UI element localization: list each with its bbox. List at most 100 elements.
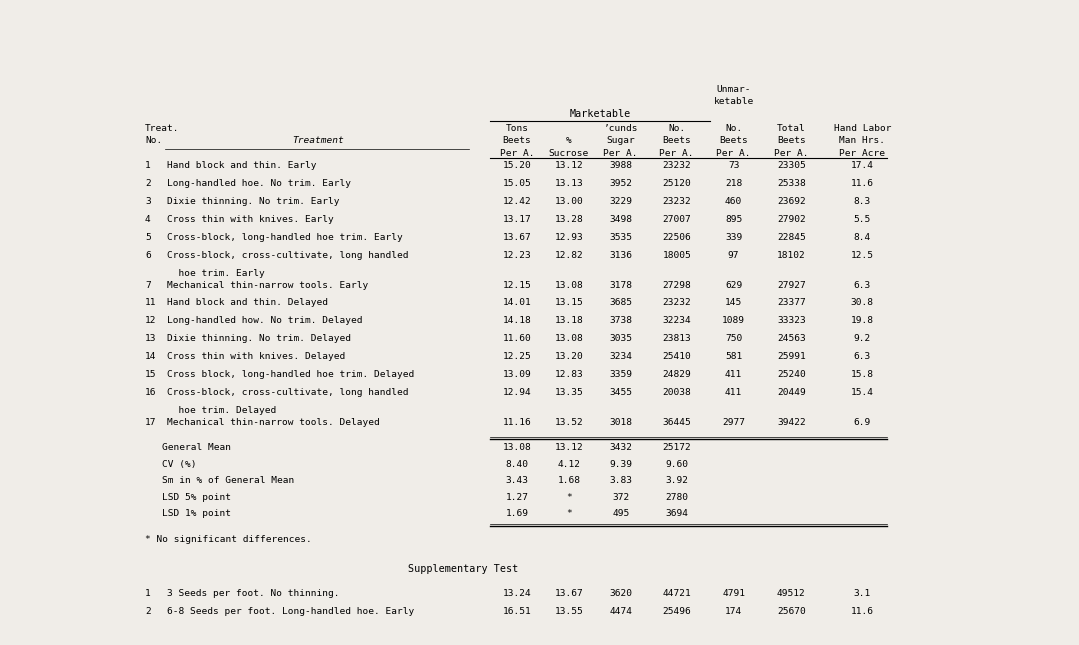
Text: 4.12: 4.12	[558, 460, 581, 469]
Text: Dixie thinning. No trim. Delayed: Dixie thinning. No trim. Delayed	[166, 334, 351, 343]
Text: 8.4: 8.4	[853, 233, 871, 242]
Text: 25172: 25172	[663, 443, 692, 452]
Text: 13.67: 13.67	[555, 589, 584, 598]
Text: 3455: 3455	[610, 388, 632, 397]
Text: 8.3: 8.3	[853, 197, 871, 206]
Text: 13.08: 13.08	[503, 443, 531, 452]
Text: 13.18: 13.18	[555, 316, 584, 325]
Text: 895: 895	[725, 215, 742, 224]
Text: Treat.: Treat.	[145, 124, 179, 133]
Text: Man Hrs.: Man Hrs.	[839, 136, 886, 145]
Text: 5.5: 5.5	[853, 215, 871, 224]
Text: LSD 5% point: LSD 5% point	[163, 493, 232, 502]
Text: 3 Seeds per foot. No thinning.: 3 Seeds per foot. No thinning.	[166, 589, 339, 598]
Text: Long-handled hoe. No trim. Early: Long-handled hoe. No trim. Early	[166, 179, 351, 188]
Text: 13.52: 13.52	[555, 417, 584, 426]
Text: 3535: 3535	[610, 233, 632, 242]
Text: 12.94: 12.94	[503, 388, 531, 397]
Text: 6.3: 6.3	[853, 352, 871, 361]
Text: 12.23: 12.23	[503, 251, 531, 260]
Text: 372: 372	[612, 493, 629, 502]
Text: 3432: 3432	[610, 443, 632, 452]
Text: Beets: Beets	[720, 136, 748, 145]
Text: 18102: 18102	[777, 251, 806, 260]
Text: 23377: 23377	[777, 299, 806, 308]
Text: 19.8: 19.8	[851, 316, 874, 325]
Text: 3685: 3685	[610, 299, 632, 308]
Text: Beets: Beets	[503, 136, 531, 145]
Text: 11.60: 11.60	[503, 334, 531, 343]
Text: 5: 5	[145, 233, 151, 242]
Text: 14.18: 14.18	[503, 316, 531, 325]
Text: 1.27: 1.27	[506, 493, 529, 502]
Text: 12.5: 12.5	[851, 251, 874, 260]
Text: 4791: 4791	[722, 589, 746, 598]
Text: 27902: 27902	[777, 215, 806, 224]
Text: 1: 1	[145, 161, 151, 170]
Text: Per A.: Per A.	[774, 150, 808, 159]
Text: 23232: 23232	[663, 197, 692, 206]
Text: Per A.: Per A.	[603, 150, 638, 159]
Text: 13.17: 13.17	[503, 215, 531, 224]
Text: 97: 97	[728, 251, 739, 260]
Text: 2977: 2977	[722, 417, 746, 426]
Text: 6.3: 6.3	[853, 281, 871, 290]
Text: 22506: 22506	[663, 233, 692, 242]
Text: 13: 13	[145, 334, 156, 343]
Text: 36445: 36445	[663, 417, 692, 426]
Text: 33323: 33323	[777, 316, 806, 325]
Text: 2: 2	[145, 607, 151, 616]
Text: Per A.: Per A.	[659, 150, 694, 159]
Text: 24829: 24829	[663, 370, 692, 379]
Text: 23813: 23813	[663, 334, 692, 343]
Text: 6.9: 6.9	[853, 417, 871, 426]
Text: 1089: 1089	[722, 316, 746, 325]
Text: No.: No.	[668, 124, 685, 133]
Text: 12.15: 12.15	[503, 281, 531, 290]
Text: 218: 218	[725, 179, 742, 188]
Text: 3988: 3988	[610, 161, 632, 170]
Text: 44721: 44721	[663, 589, 692, 598]
Text: Hand block and thin. Delayed: Hand block and thin. Delayed	[166, 299, 328, 308]
Text: 4: 4	[145, 215, 151, 224]
Text: 13.13: 13.13	[555, 179, 584, 188]
Text: 13.24: 13.24	[503, 589, 531, 598]
Text: 411: 411	[725, 388, 742, 397]
Text: Cross block, long-handled hoe trim. Delayed: Cross block, long-handled hoe trim. Dela…	[166, 370, 414, 379]
Text: 3035: 3035	[610, 334, 632, 343]
Text: 11: 11	[145, 299, 156, 308]
Text: 411: 411	[725, 370, 742, 379]
Text: 3136: 3136	[610, 251, 632, 260]
Text: 13.55: 13.55	[555, 607, 584, 616]
Text: Treatment: Treatment	[292, 136, 344, 145]
Text: *: *	[566, 493, 572, 502]
Text: 3620: 3620	[610, 589, 632, 598]
Text: 4474: 4474	[610, 607, 632, 616]
Text: 12.42: 12.42	[503, 197, 531, 206]
Text: Hand block and thin. Early: Hand block and thin. Early	[166, 161, 316, 170]
Text: 25670: 25670	[777, 607, 806, 616]
Text: Per A.: Per A.	[716, 150, 751, 159]
Text: 15.4: 15.4	[851, 388, 874, 397]
Text: Dixie thinning. No trim. Early: Dixie thinning. No trim. Early	[166, 197, 339, 206]
Text: 12: 12	[145, 316, 156, 325]
Text: Cross-block, cross-cultivate, long handled: Cross-block, cross-cultivate, long handl…	[166, 251, 408, 260]
Text: ketable: ketable	[713, 97, 754, 106]
Text: 32234: 32234	[663, 316, 692, 325]
Text: General Mean: General Mean	[163, 443, 232, 452]
Text: hoe trim. Delayed: hoe trim. Delayed	[166, 406, 276, 415]
Text: 15.8: 15.8	[851, 370, 874, 379]
Text: ’cunds: ’cunds	[603, 124, 638, 133]
Text: 13.67: 13.67	[503, 233, 531, 242]
Text: 20449: 20449	[777, 388, 806, 397]
Text: Hand Labor: Hand Labor	[834, 124, 891, 133]
Text: 1.69: 1.69	[506, 509, 529, 518]
Text: 9.60: 9.60	[666, 460, 688, 469]
Text: hoe trim. Early: hoe trim. Early	[166, 268, 264, 277]
Text: 23692: 23692	[777, 197, 806, 206]
Text: 13.08: 13.08	[555, 334, 584, 343]
Text: 23232: 23232	[663, 161, 692, 170]
Text: *: *	[566, 509, 572, 518]
Text: 145: 145	[725, 299, 742, 308]
Text: 25338: 25338	[777, 179, 806, 188]
